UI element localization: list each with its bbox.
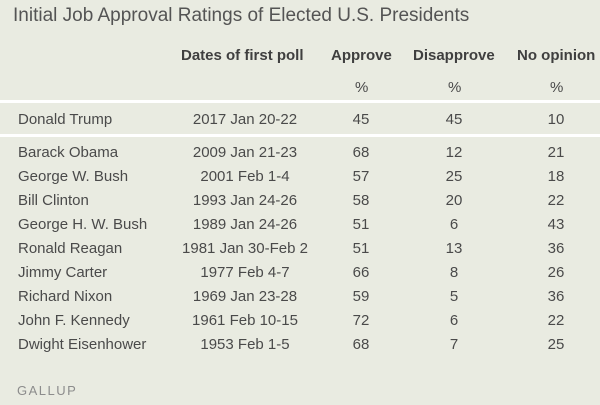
poll-date: 2001 Feb 1-4: [200, 168, 290, 185]
poll-date: 1989 Jan 24-26: [192, 216, 298, 233]
approve-value: 66: [352, 264, 370, 281]
header-disapprove: Disapprove: [413, 47, 495, 64]
table-row: Donald Trump 2017 Jan 20-22 45 45 10: [0, 109, 600, 131]
table-row: Jimmy Carter 1977 Feb 4-7 66 8 26: [0, 262, 600, 284]
poll-date: 1981 Jan 30-Feb 2: [182, 240, 308, 257]
approve-value: 59: [352, 288, 370, 305]
header-no-opinion: No opinion: [517, 47, 596, 64]
table-row: John F. Kennedy 1961 Feb 10-15 72 6 22: [0, 310, 600, 332]
approve-value: 72: [352, 312, 370, 329]
table-row: Dwight Eisenhower 1953 Feb 1-5 68 7 25: [0, 334, 600, 356]
table-row: Barack Obama 2009 Jan 21-23 68 12 21: [0, 142, 600, 164]
poll-date: 2009 Jan 21-23: [192, 144, 298, 161]
poll-date: 1969 Jan 23-28: [192, 288, 298, 305]
approve-value: 51: [352, 240, 370, 257]
approve-value: 45: [352, 111, 370, 128]
approve-value: 68: [352, 144, 370, 161]
no-opinion-value: 36: [547, 240, 565, 257]
no-opinion-value: 36: [547, 288, 565, 305]
row-divider: [0, 134, 600, 137]
disapprove-value: 13: [445, 240, 463, 257]
unit-disapprove: %: [448, 79, 462, 96]
disapprove-value: 6: [449, 216, 459, 233]
no-opinion-value: 43: [547, 216, 565, 233]
no-opinion-value: 22: [547, 192, 565, 209]
disapprove-value: 7: [449, 336, 459, 353]
header-approve: Approve: [331, 47, 392, 64]
table-title: Initial Job Approval Ratings of Elected …: [13, 5, 470, 26]
table-row: Bill Clinton 1993 Jan 24-26 58 20 22: [0, 190, 600, 212]
approve-value: 68: [352, 336, 370, 353]
president-name: Dwight Eisenhower: [18, 336, 147, 353]
table-row: George W. Bush 2001 Feb 1-4 57 25 18: [0, 166, 600, 188]
president-name: Barack Obama: [18, 144, 119, 161]
no-opinion-value: 25: [547, 336, 565, 353]
unit-approve: %: [355, 79, 369, 96]
approve-value: 57: [352, 168, 370, 185]
president-name: Ronald Reagan: [18, 240, 123, 257]
president-name: Jimmy Carter: [18, 264, 108, 281]
president-name: Richard Nixon: [18, 288, 113, 305]
president-name: Bill Clinton: [18, 192, 89, 209]
table-row: Ronald Reagan 1981 Jan 30-Feb 2 51 13 36: [0, 238, 600, 260]
disapprove-value: 25: [445, 168, 463, 185]
header-divider: [0, 100, 600, 103]
table-row: Richard Nixon 1969 Jan 23-28 59 5 36: [0, 286, 600, 308]
disapprove-value: 5: [449, 288, 459, 305]
disapprove-value: 6: [449, 312, 459, 329]
disapprove-value: 20: [445, 192, 463, 209]
poll-date: 1993 Jan 24-26: [192, 192, 298, 209]
approve-value: 51: [352, 216, 370, 233]
president-name: Donald Trump: [18, 111, 113, 128]
no-opinion-value: 21: [547, 144, 565, 161]
source-footer: GALLUP: [17, 383, 78, 398]
no-opinion-value: 22: [547, 312, 565, 329]
poll-date: 1977 Feb 4-7: [200, 264, 290, 281]
disapprove-value: 8: [449, 264, 459, 281]
president-name: George W. Bush: [18, 168, 129, 185]
poll-date: 1961 Feb 10-15: [192, 312, 298, 329]
no-opinion-value: 18: [547, 168, 565, 185]
unit-no-opinion: %: [550, 79, 564, 96]
no-opinion-value: 26: [547, 264, 565, 281]
approve-value: 58: [352, 192, 370, 209]
president-name: John F. Kennedy: [18, 312, 130, 329]
president-name: George H. W. Bush: [18, 216, 148, 233]
table-row: George H. W. Bush 1989 Jan 24-26 51 6 43: [0, 214, 600, 236]
no-opinion-value: 10: [547, 111, 565, 128]
poll-date: 1953 Feb 1-5: [200, 336, 290, 353]
disapprove-value: 12: [445, 144, 463, 161]
poll-date: 2017 Jan 20-22: [192, 111, 298, 128]
disapprove-value: 45: [445, 111, 463, 128]
header-dates: Dates of first poll: [181, 47, 304, 64]
